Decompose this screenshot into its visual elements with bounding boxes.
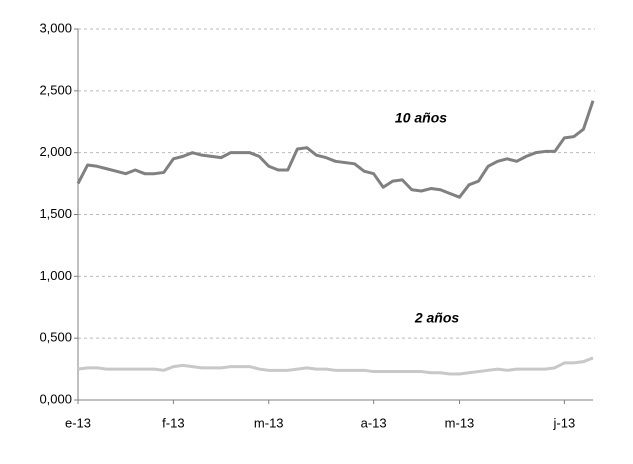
x-tick-label: a-13 <box>361 415 387 430</box>
y-tick-label: 0,500 <box>39 330 72 345</box>
x-tick-label: m-13 <box>445 415 475 430</box>
y-tick-label: 0,000 <box>39 391 72 406</box>
x-tick-label: j-13 <box>553 415 576 430</box>
x-tick-label: f-13 <box>162 415 184 430</box>
y-tick-label: 1,000 <box>39 268 72 283</box>
series-annotation: 2 años <box>414 310 460 326</box>
x-tick-label: e-13 <box>65 415 91 430</box>
series-line <box>76 100 595 199</box>
y-tick-label: 2,500 <box>39 82 72 97</box>
y-tick-label: 2,000 <box>39 144 72 159</box>
y-tick-label: 3,000 <box>39 20 72 35</box>
y-tick-label: 1,500 <box>39 206 72 221</box>
series-line <box>77 356 594 376</box>
series-annotation: 10 años <box>395 110 447 126</box>
x-tick-label: m-13 <box>254 415 284 430</box>
